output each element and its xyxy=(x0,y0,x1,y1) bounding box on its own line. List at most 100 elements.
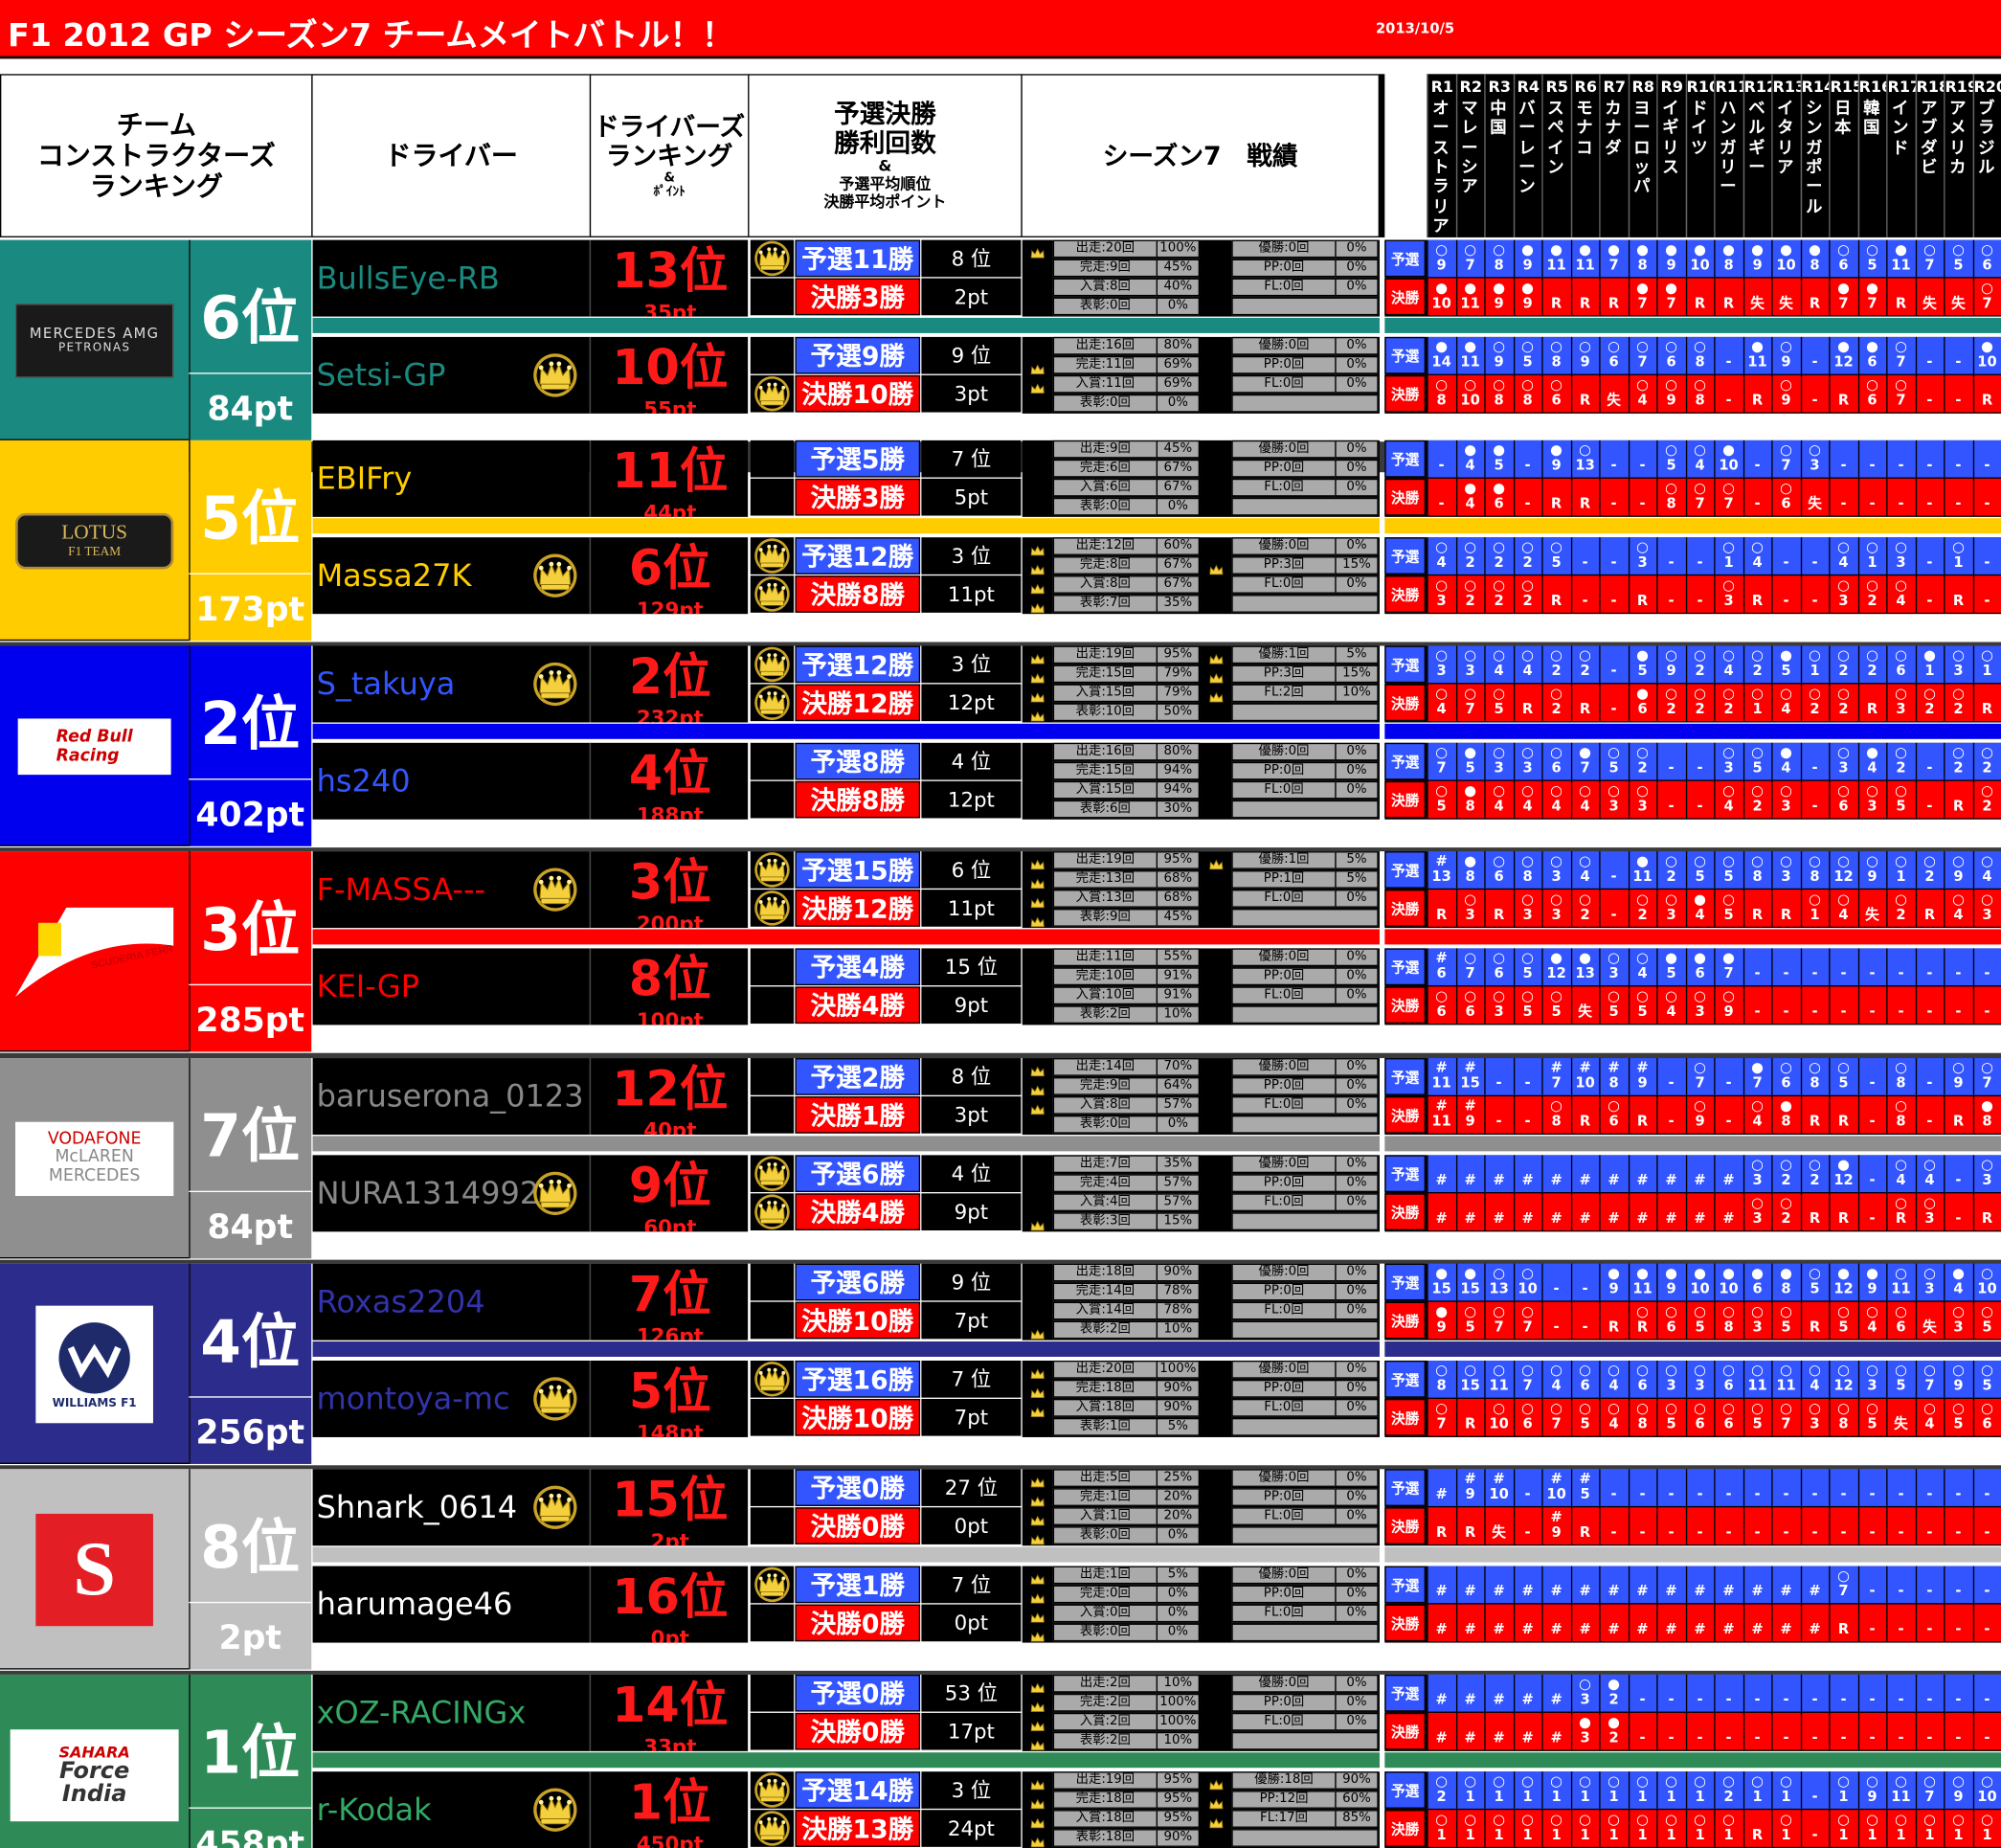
stat-label: 入賞:10回 xyxy=(1052,986,1158,1005)
result-symbol xyxy=(1945,1510,1971,1525)
result-value: 5 xyxy=(1580,1415,1590,1432)
race-wins: 決勝10勝 xyxy=(795,1301,921,1340)
team-points: 458pt xyxy=(195,1825,305,1848)
result-value: 7 xyxy=(1924,256,1935,274)
result-cell: ● 12 xyxy=(1541,948,1569,986)
result-value: # xyxy=(1435,1209,1448,1228)
result-cell: - xyxy=(1714,1469,1742,1506)
result-symbol: ● xyxy=(1665,1265,1677,1282)
result-symbol xyxy=(1716,281,1742,296)
result-value: - xyxy=(1610,495,1617,512)
quali-wins: 予選5勝 xyxy=(795,439,921,478)
result-value: - xyxy=(1840,1729,1847,1747)
win-label: PP:0回 xyxy=(1231,355,1337,374)
result-cell: R xyxy=(1829,1604,1856,1642)
result-cell: ○ 6 xyxy=(1484,851,1512,889)
result-value: - xyxy=(1610,662,1617,680)
result-value: 4 xyxy=(1637,392,1648,409)
season-stats: 出走:20回 100% 完走:9回 45% 入賞:8回 40% 表彰:0回 0% 優勝:0回 0%… xyxy=(1022,239,1380,317)
result-symbol: ○ xyxy=(1895,852,1907,869)
result-value: - xyxy=(1783,1485,1789,1502)
result-cell: ○ 3 xyxy=(1800,439,1828,478)
stat-label: 出走:2回 xyxy=(1052,1674,1158,1693)
result-cell: - xyxy=(1800,1674,1828,1712)
win-label: FL:0回 xyxy=(1231,478,1337,497)
result-symbol xyxy=(1945,443,1971,459)
win-percent: 0% xyxy=(1335,1379,1379,1398)
result-value: # xyxy=(1521,1620,1534,1638)
win-percent: 0% xyxy=(1335,1488,1379,1506)
result-symbol: ○ xyxy=(1895,576,1907,594)
result-symbol xyxy=(1601,648,1628,664)
result-symbol: ○ xyxy=(1636,1772,1649,1790)
result-value: 15 xyxy=(1460,1377,1480,1394)
result-value: 11 xyxy=(1575,256,1595,274)
result-cell: - xyxy=(1771,1712,1799,1750)
result-symbol xyxy=(1744,1568,1771,1584)
win-percent: 0% xyxy=(1335,478,1379,497)
mini-crown-icon xyxy=(1030,912,1045,928)
stat-label: 表彰:0回 xyxy=(1052,297,1158,316)
result-symbol: ○ xyxy=(1464,576,1477,594)
result-symbol: ● xyxy=(1866,338,1878,355)
result-value: 15 xyxy=(1460,1279,1480,1297)
result-value: 4 xyxy=(1522,662,1533,680)
result-value: 9 xyxy=(1867,1279,1877,1297)
result-cell: - xyxy=(1915,780,1943,819)
result-cell: 失 xyxy=(1915,1301,1943,1340)
result-symbol: ● xyxy=(1866,279,1878,297)
result-value: - xyxy=(1955,353,1962,371)
result-value: R xyxy=(1981,392,1993,409)
result-symbol xyxy=(1486,1061,1513,1076)
result-symbol xyxy=(1658,1510,1685,1525)
result-symbol xyxy=(1888,482,1915,497)
result-cell: ○ 5 xyxy=(1771,1301,1799,1340)
result-value: 9 xyxy=(1666,1279,1676,1297)
result-symbol: ○ xyxy=(1866,576,1878,594)
team-separator xyxy=(0,1670,2001,1675)
result-cell: ○ 4 xyxy=(1829,537,1856,575)
result-cell: ○ 2 xyxy=(1628,890,1655,927)
result-symbol: ● xyxy=(1608,1714,1620,1731)
date-label: 2013/10/5 xyxy=(1375,20,1455,37)
col-header-driver-rank: ドライバーズ ランキング & ﾎﾟｲﾝﾄ xyxy=(589,74,750,237)
result-cell: ○ 5 xyxy=(1886,780,1914,819)
team-rank: 8位 xyxy=(200,1512,301,1582)
result-value: - xyxy=(1926,964,1933,982)
quali-wins: 予選6勝 xyxy=(795,1155,921,1193)
result-symbol: ○ xyxy=(1694,1772,1706,1790)
result-value: 10 xyxy=(1977,1788,1997,1805)
result-cell: - xyxy=(1944,1566,1971,1604)
result-symbol: ○ xyxy=(1895,890,1907,908)
result-value: 11 xyxy=(1546,256,1566,274)
result-value: 5 xyxy=(1896,1377,1906,1394)
season-results: 予選 決勝 # #9 #10- #10 #5- - - - - - - - - - - - - - R R 失 - #9 R - - -… xyxy=(1384,1469,2001,1546)
result-cell: # xyxy=(1484,1193,1512,1231)
result-symbol: ○ xyxy=(1895,1362,1907,1379)
result-symbol: ○ xyxy=(1923,240,1936,259)
result-value: - xyxy=(1926,1582,1933,1600)
result-value: 2 xyxy=(1924,868,1935,885)
quali-results-row: ○ 7 ● 5 ○ 3 ○ 3 ○ 6 ● 7 ○ 5 ○ 2- - ○ 3 ○ 5 ● 4- ○ 3 ● 4 ○ 2- ○ 2 ○ 2 xyxy=(1427,742,2001,780)
result-symbol xyxy=(1888,1402,1915,1417)
result-symbol: ○ xyxy=(1981,1362,1993,1379)
team-rank-area xyxy=(189,439,312,642)
quali-results-row: # # # # # # # # # # # # # # ○ 7- - - - - xyxy=(1427,1566,2001,1604)
result-cell: ● 8 xyxy=(1714,239,1742,278)
result-symbol xyxy=(1543,1158,1570,1173)
result-value: 失 xyxy=(1808,495,1822,512)
result-symbol: ○ xyxy=(1464,1362,1477,1379)
race-wins: 決勝8勝 xyxy=(795,575,921,613)
quali-average: 53 位 xyxy=(921,1674,1022,1712)
season-results: 予選 決勝 ○ 2 ○ 1 ○ 1 ○ 1 ○ 1 ○ 1 ○ 1 ○ 1 ○ 1 ○ 1 ○ 2 ○ 1 ○ 1- ○ 1 ○ 9 ○ 11 ○ 7… xyxy=(1384,1771,2001,1848)
result-cell: ○ 2 xyxy=(1513,575,1540,613)
result-cell: ● 4 xyxy=(1857,742,1885,780)
race-wins: 決勝3勝 xyxy=(795,478,921,516)
result-value: - xyxy=(1668,1074,1675,1092)
result-symbol: ● xyxy=(1694,1265,1706,1282)
result-value: 1 xyxy=(1580,1788,1590,1805)
result-value: - xyxy=(1524,1074,1531,1092)
result-symbol xyxy=(1773,1678,1800,1693)
result-cell: ○ 1 xyxy=(1771,1771,1799,1809)
race-label: 決勝 xyxy=(1384,1301,1426,1340)
